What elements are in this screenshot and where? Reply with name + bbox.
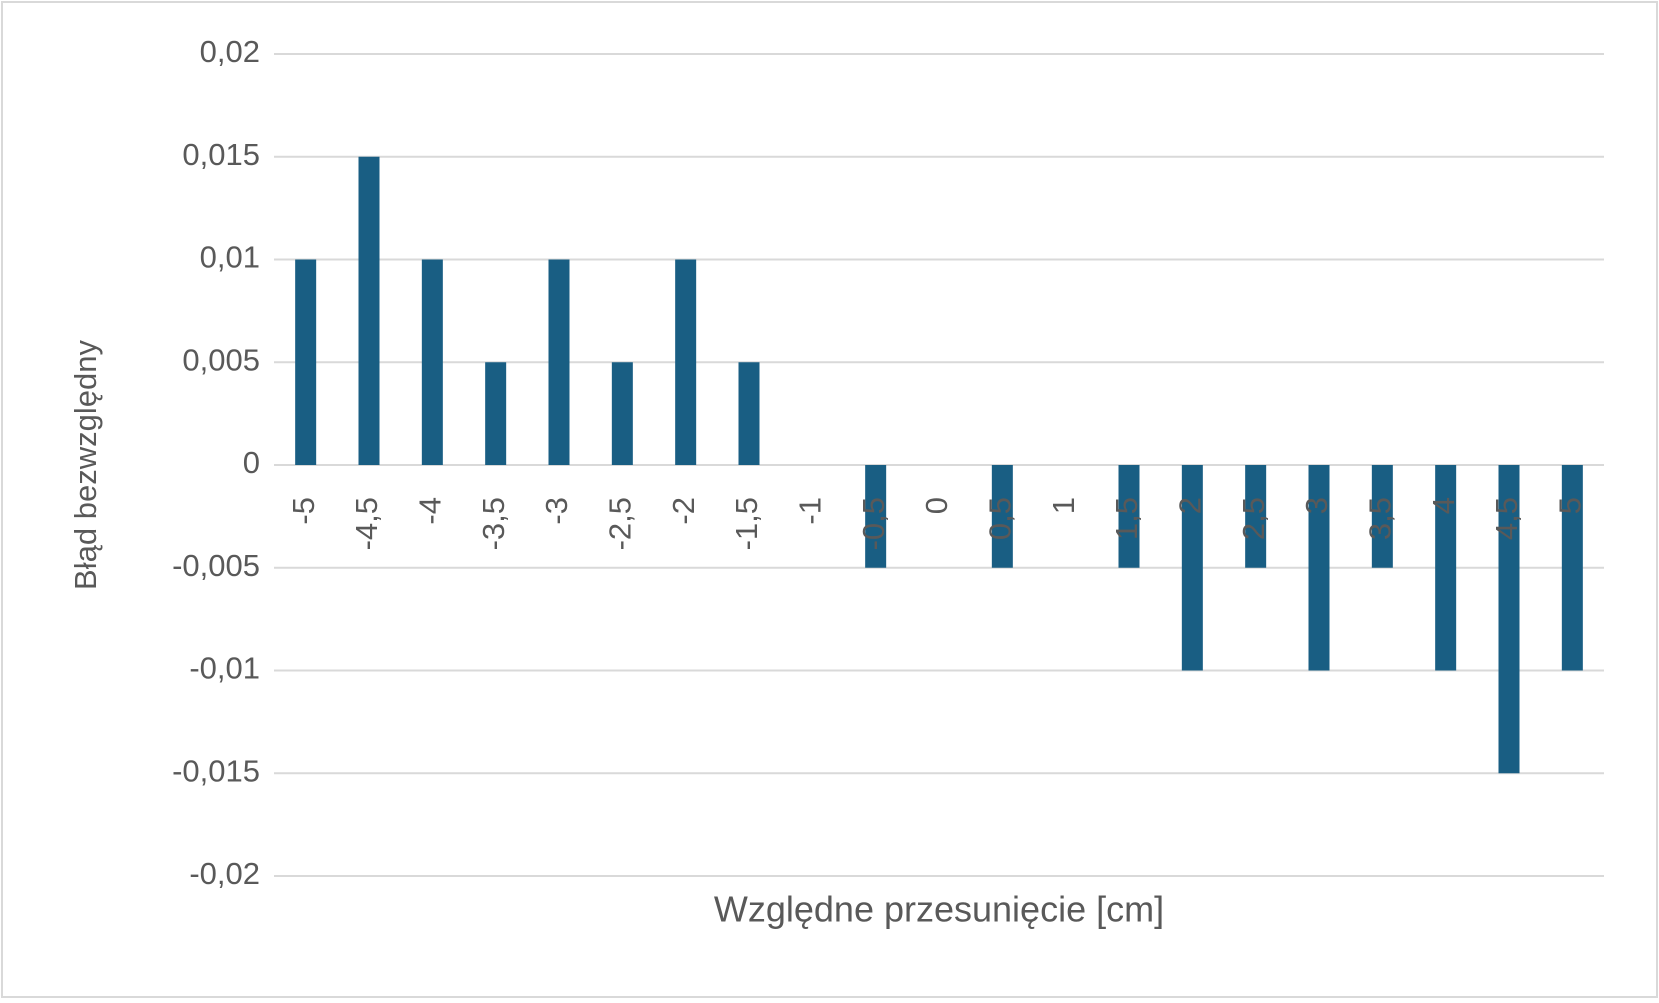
x-tick-label: 2 <box>1173 497 1208 514</box>
y-tick-label: -0,015 <box>172 753 260 788</box>
y-tick-label: 0 <box>243 445 260 480</box>
x-tick-label: 3 <box>1299 497 1334 514</box>
bar <box>1181 465 1203 671</box>
x-tick-label: -0,5 <box>856 497 891 550</box>
x-tick-label: -4,5 <box>349 497 384 550</box>
y-tick-label: 0,005 <box>182 342 260 377</box>
x-tick-label: 1,5 <box>1109 497 1144 540</box>
x-tick-label: 4 <box>1426 497 1461 514</box>
x-tick-label: -4 <box>413 497 448 525</box>
bar <box>421 259 443 465</box>
x-tick-label: 3,5 <box>1363 497 1398 540</box>
x-tick-label: -3 <box>539 497 574 525</box>
bar <box>295 259 317 465</box>
bar <box>1118 465 1140 568</box>
bar <box>358 156 380 465</box>
bar <box>1308 465 1330 671</box>
y-tick-label: 0,01 <box>200 240 260 275</box>
x-tick-label: -1,5 <box>729 497 764 550</box>
y-tick-label: -0,02 <box>189 856 260 891</box>
bar <box>675 259 697 465</box>
bar <box>485 362 507 465</box>
x-tick-label: 4,5 <box>1489 497 1524 540</box>
bar <box>548 259 570 465</box>
x-tick-label: -2,5 <box>603 497 638 550</box>
bar <box>1498 465 1520 774</box>
bar <box>991 465 1013 568</box>
x-tick-label: -5 <box>286 497 321 525</box>
y-tick-label: 0,02 <box>200 34 260 69</box>
x-tick-label: 0 <box>919 497 954 514</box>
y-tick-label: -0,005 <box>172 548 260 583</box>
x-tick-label: -2 <box>666 497 701 525</box>
bar <box>1435 465 1457 671</box>
x-tick-label: -1 <box>793 497 828 525</box>
x-tick-label: 1 <box>1046 497 1081 514</box>
x-tick-label: -3,5 <box>476 497 511 550</box>
x-tick-label: 5 <box>1553 497 1588 514</box>
bar <box>738 362 760 465</box>
x-tick-label: 2,5 <box>1236 497 1271 540</box>
x-tick-label: 0,5 <box>983 497 1018 540</box>
x-axis-title: Względne przesunięcie [cm] <box>714 889 1164 930</box>
y-tick-label: -0,01 <box>189 651 260 686</box>
y-axis-title: Błąd bezwzględny <box>68 340 103 590</box>
bar <box>1245 465 1267 568</box>
bar <box>1561 465 1583 671</box>
bar <box>611 362 633 465</box>
y-tick-label: 0,015 <box>182 137 260 172</box>
bar <box>865 465 887 568</box>
bar <box>1371 465 1393 568</box>
